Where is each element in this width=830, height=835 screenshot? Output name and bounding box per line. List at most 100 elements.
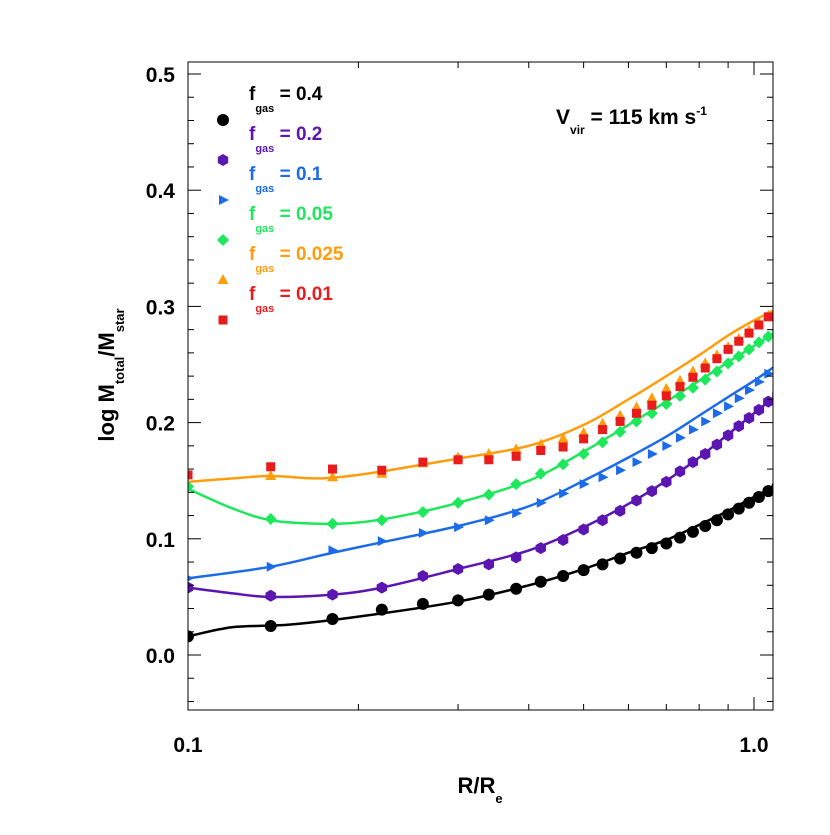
- series-0-point-19: [710, 514, 723, 527]
- series-5-point-10: [579, 434, 589, 444]
- series-2-point-15: [662, 440, 673, 451]
- y-axis-label: log Mtotal/Mstar: [94, 308, 127, 441]
- series-0-point-20: [722, 508, 735, 521]
- series-2-point-10: [579, 479, 590, 490]
- series-2-point-12: [616, 465, 627, 476]
- series-0-point-1: [264, 619, 277, 632]
- series-0-point-24: [762, 485, 773, 498]
- series-4-point-14: [660, 382, 672, 393]
- series-5-point-24: [763, 312, 773, 322]
- series-0-point-7: [510, 582, 523, 595]
- series-3-point-7: [510, 478, 523, 491]
- legend-label-1-sub: gas: [255, 143, 274, 155]
- series-1-point-13: [631, 494, 642, 507]
- series-2-point-23: [754, 376, 765, 387]
- series-3-point-24: [762, 330, 773, 343]
- series-3-point-23: [752, 336, 765, 349]
- series-5-point-17: [688, 372, 698, 382]
- series-0-point-5: [452, 594, 465, 607]
- series-2-point-18: [701, 416, 712, 427]
- series-5-point-0: [188, 470, 193, 480]
- series-2-point-22: [745, 385, 756, 396]
- legend-label-5: fgas = 0.01: [249, 284, 333, 315]
- series-3-point-0: [188, 480, 194, 493]
- series-5-point-2: [327, 464, 337, 474]
- legend-label-2-sub: gas: [255, 183, 274, 195]
- series-5-point-21: [734, 336, 744, 346]
- series-3-point-4: [416, 506, 429, 519]
- series-1-point-19: [711, 438, 723, 451]
- legend-label-3-sub: gas: [255, 223, 274, 235]
- series-3-point-15: [660, 398, 673, 411]
- series-5-point-11: [598, 425, 608, 435]
- series-0-point-14: [645, 542, 658, 555]
- series-0-point-12: [614, 552, 627, 565]
- legend-label-5-main: f: [249, 284, 256, 305]
- series-4-line: [188, 309, 773, 484]
- vvir-annotation-rest: = 115 km s: [585, 106, 697, 129]
- x-axis-label-main: R/R: [457, 773, 495, 798]
- series-4-point-13: [646, 392, 658, 403]
- series-5-point-7: [511, 451, 521, 461]
- series-0-point-10: [577, 564, 590, 577]
- series-2-point-17: [688, 424, 699, 435]
- y-tick-label-4: 0.4: [146, 180, 176, 203]
- legend-label-4-value: = 0.025: [274, 244, 344, 265]
- series-3-point-10: [577, 447, 590, 460]
- series-1-point-11: [597, 514, 608, 527]
- legend-label-1-value: = 0.2: [274, 124, 322, 145]
- series-4-point-1: [326, 471, 338, 482]
- series-1-point-6: [483, 558, 495, 571]
- y-axis-label-sub2: star: [112, 308, 127, 332]
- legend-label-2: fgas = 0.1: [249, 164, 323, 195]
- series-2-point-3: [377, 536, 388, 547]
- legend-marker-2: [219, 195, 229, 205]
- series-0-point-22: [743, 496, 756, 509]
- series-1-point-7: [510, 551, 522, 564]
- series-3-point-9: [557, 458, 570, 471]
- legend-label-1: fgas = 0.2: [249, 124, 322, 155]
- series-5-point-12: [615, 416, 625, 426]
- series-4-point-8: [557, 432, 569, 443]
- series-5-point-15: [661, 391, 671, 401]
- series-0-point-9: [557, 569, 570, 582]
- series-5-point-8: [536, 445, 546, 455]
- series-2-point-13: [632, 457, 643, 468]
- series-2-point-2: [328, 545, 339, 556]
- y-tick-label-2: 0.2: [146, 413, 175, 436]
- series-1-point-0: [188, 581, 194, 594]
- series-5-point-23: [754, 320, 764, 330]
- series-0-point-21: [732, 502, 745, 515]
- series-5-point-20: [723, 344, 733, 354]
- series-2-point-1: [266, 561, 277, 572]
- series-1-point-17: [687, 456, 699, 469]
- y-tick-label-1: 0.1: [146, 529, 176, 552]
- series-1-point-5: [452, 563, 464, 576]
- vvir-annotation-sub: vir: [570, 123, 585, 137]
- legend-label-0-value: = 0.4: [274, 84, 322, 105]
- series-1-point-1: [265, 589, 276, 602]
- series-0-point-11: [596, 558, 609, 571]
- legend-label-4: fgas = 0.025: [249, 244, 344, 275]
- legend-label-4-sub: gas: [255, 263, 274, 275]
- series-3-point-14: [645, 407, 658, 420]
- series-markers: [188, 305, 773, 643]
- series-1-point-21: [733, 420, 744, 433]
- series-5-point-22: [744, 328, 754, 338]
- series-3-point-3: [375, 514, 388, 527]
- legend-marker-0: [217, 114, 229, 126]
- y-axis-label-sub1: total: [112, 357, 127, 384]
- series-5-point-18: [700, 363, 710, 373]
- series-0-point-17: [686, 525, 699, 538]
- series-3-point-17: [686, 381, 699, 394]
- series-5-point-9: [558, 442, 568, 452]
- legend-label-4-main: f: [249, 244, 256, 265]
- series-1-point-23: [753, 403, 765, 416]
- series-0-point-8: [534, 575, 547, 588]
- series-2-point-6: [484, 515, 495, 526]
- legend-label-0-sub: gas: [255, 103, 274, 115]
- series-1-point-2: [327, 588, 338, 601]
- series-1-point-14: [646, 485, 658, 498]
- series-5-point-13: [631, 408, 641, 418]
